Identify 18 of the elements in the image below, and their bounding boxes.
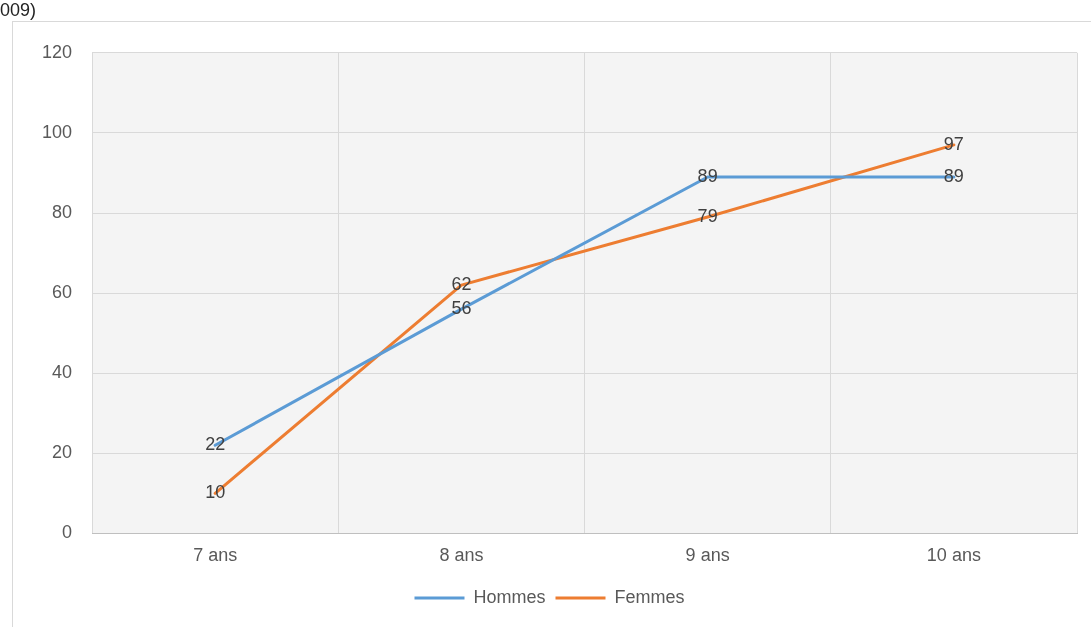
legend-label: Femmes [614,586,685,607]
data-label: 10 [205,482,226,503]
legend-label: Hommes [473,586,546,607]
y-tick-label: 60 [52,282,73,303]
y-tick-label: 0 [62,522,73,543]
data-label: 89 [943,165,964,186]
x-tick-label: 8 ans [439,545,484,566]
y-tick-label: 120 [41,41,73,62]
y-tick-label: 100 [41,121,73,142]
data-label: 22 [205,434,226,455]
text: 009) [0,0,37,20]
y-tick-label: 80 [52,201,73,222]
y-tick-label: 20 [52,442,73,463]
x-tick-label: 7 ans [193,545,238,566]
y-tick-label: 40 [52,362,73,383]
data-label: 97 [943,133,964,154]
x-tick-label: 10 ans [926,545,981,566]
x-tick-label: 9 ans [685,545,730,566]
